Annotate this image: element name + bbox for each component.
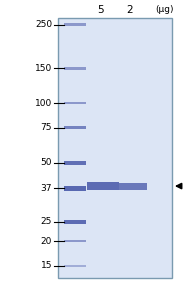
Text: 75: 75 bbox=[41, 123, 52, 132]
Text: 37: 37 bbox=[41, 184, 52, 193]
Bar bbox=[87, 182, 119, 190]
Bar bbox=[64, 67, 86, 70]
Text: 25: 25 bbox=[41, 217, 52, 227]
Bar bbox=[58, 18, 172, 278]
Text: 20: 20 bbox=[41, 237, 52, 246]
Text: 15: 15 bbox=[41, 261, 52, 270]
Bar bbox=[119, 183, 147, 190]
Bar bbox=[64, 23, 86, 26]
Text: 100: 100 bbox=[35, 99, 52, 108]
Bar bbox=[64, 265, 86, 267]
Bar bbox=[64, 220, 86, 224]
Text: (μg): (μg) bbox=[155, 5, 174, 14]
Bar bbox=[64, 186, 86, 191]
Bar bbox=[64, 126, 86, 129]
Bar bbox=[64, 240, 86, 242]
Text: 250: 250 bbox=[35, 20, 52, 29]
Text: 150: 150 bbox=[35, 64, 52, 73]
Text: 5: 5 bbox=[98, 5, 104, 15]
Bar bbox=[64, 161, 86, 164]
Text: 50: 50 bbox=[41, 158, 52, 167]
Text: 2: 2 bbox=[127, 5, 133, 15]
Bar bbox=[64, 102, 86, 104]
